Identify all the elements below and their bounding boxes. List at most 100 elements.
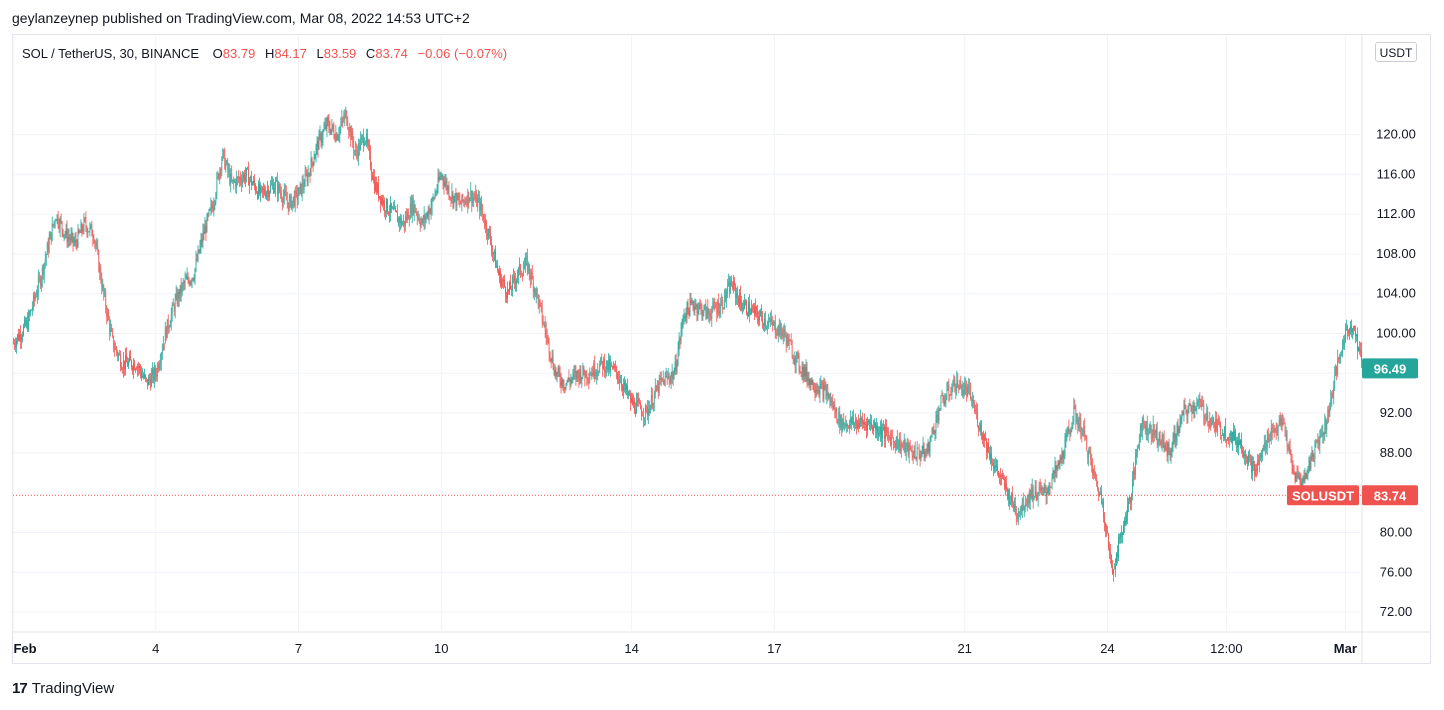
symbol-tag	[1287, 485, 1359, 506]
candle-body	[1214, 423, 1216, 432]
candle-body	[1104, 517, 1105, 524]
candle-body	[135, 369, 136, 370]
currency-button[interactable]: USDT	[1375, 42, 1417, 62]
candle-body	[125, 355, 126, 369]
candle-body	[590, 375, 592, 377]
candle-body	[546, 336, 548, 338]
symbol-label[interactable]: SOL / TetherUS, 30, BINANCE	[22, 46, 200, 61]
candle-body	[143, 375, 144, 378]
candle-body	[1160, 441, 1162, 445]
candle-body	[595, 375, 597, 377]
candle-body	[818, 390, 820, 396]
candle-body	[651, 395, 653, 408]
candle-body	[840, 415, 842, 428]
candle-body	[702, 313, 704, 317]
candle-body	[1346, 326, 1347, 328]
candle-body	[257, 192, 258, 198]
candle-body	[1240, 439, 1241, 445]
candle-body	[179, 285, 181, 299]
candle-body	[532, 278, 534, 292]
candle-body	[68, 236, 70, 239]
candle-body	[1322, 432, 1324, 435]
candle-body	[561, 379, 563, 386]
candle-body	[221, 159, 223, 171]
candle-body	[406, 212, 408, 220]
candle-body	[1312, 450, 1314, 459]
candle-body	[961, 384, 963, 396]
candle-body	[628, 393, 629, 395]
candle-body	[587, 379, 589, 380]
candle-body	[510, 282, 511, 290]
high-value: 84.17	[274, 46, 307, 61]
tradingview-logo-icon[interactable]: 17	[12, 680, 28, 697]
candle-body	[694, 306, 696, 310]
candle-body	[1334, 374, 1336, 388]
candle-body	[639, 402, 640, 404]
candle-body	[931, 428, 933, 436]
candle-body	[300, 183, 302, 195]
candle-body	[1350, 325, 1351, 329]
candle-body	[1183, 405, 1185, 416]
candle-body	[383, 200, 384, 205]
candle-body	[1196, 402, 1198, 409]
candle-body	[923, 445, 925, 458]
ohlc-legend: SOL / TetherUS, 30, BINANCE O83.79 H84.1…	[22, 46, 513, 61]
candle-body	[311, 158, 313, 163]
candle-body	[315, 146, 317, 156]
candle-body	[365, 141, 366, 143]
candle-body	[1291, 462, 1293, 467]
candle-body	[232, 179, 234, 181]
candle-body	[360, 139, 362, 150]
candle-body	[1186, 412, 1188, 416]
candle-body	[99, 267, 101, 272]
candle-body	[515, 280, 516, 284]
candle-body	[1215, 419, 1217, 432]
candle-body	[525, 256, 527, 259]
candle-body	[1230, 432, 1231, 441]
candle-body	[182, 282, 184, 285]
candle-body	[274, 188, 275, 193]
candle-body	[171, 304, 173, 314]
candle-body	[742, 308, 743, 310]
candle-body	[1136, 447, 1138, 455]
candle-body	[998, 471, 999, 477]
candle-body	[955, 389, 957, 392]
candle-body	[67, 236, 69, 242]
candle-body	[1152, 423, 1154, 439]
candle-body	[593, 363, 595, 376]
last-price-tag-label: 96.49	[1374, 361, 1407, 376]
candle-body	[743, 308, 744, 309]
candle-body	[946, 389, 948, 398]
candle-body	[119, 354, 120, 355]
candle-body	[700, 305, 702, 307]
candle-body	[172, 304, 174, 307]
candle-body	[288, 199, 290, 210]
brand-name[interactable]: TradingView	[31, 680, 115, 697]
candle-body	[579, 369, 581, 381]
candle-body	[97, 246, 99, 252]
candle-body	[122, 369, 123, 371]
candle-body	[1061, 451, 1063, 460]
candle-body	[134, 362, 135, 370]
candle-body	[774, 321, 776, 334]
candle-body	[552, 355, 554, 369]
candle-body	[189, 281, 191, 285]
candle-body	[835, 408, 837, 412]
candle-body	[1020, 508, 1022, 512]
candle-body	[833, 404, 835, 410]
candle-body	[759, 316, 760, 321]
candle-body	[337, 136, 339, 141]
candle-body	[1015, 514, 1017, 517]
candle-body	[209, 208, 211, 210]
candle-body	[422, 219, 424, 224]
candle-body	[1083, 425, 1085, 429]
candle-body	[1009, 490, 1010, 504]
candle-body	[1143, 423, 1145, 425]
candle-body	[974, 405, 976, 412]
candle-body	[1358, 347, 1359, 351]
candle-body	[458, 199, 460, 200]
candle-body	[612, 365, 613, 369]
candle-body	[465, 201, 467, 203]
candle-body	[750, 313, 751, 315]
